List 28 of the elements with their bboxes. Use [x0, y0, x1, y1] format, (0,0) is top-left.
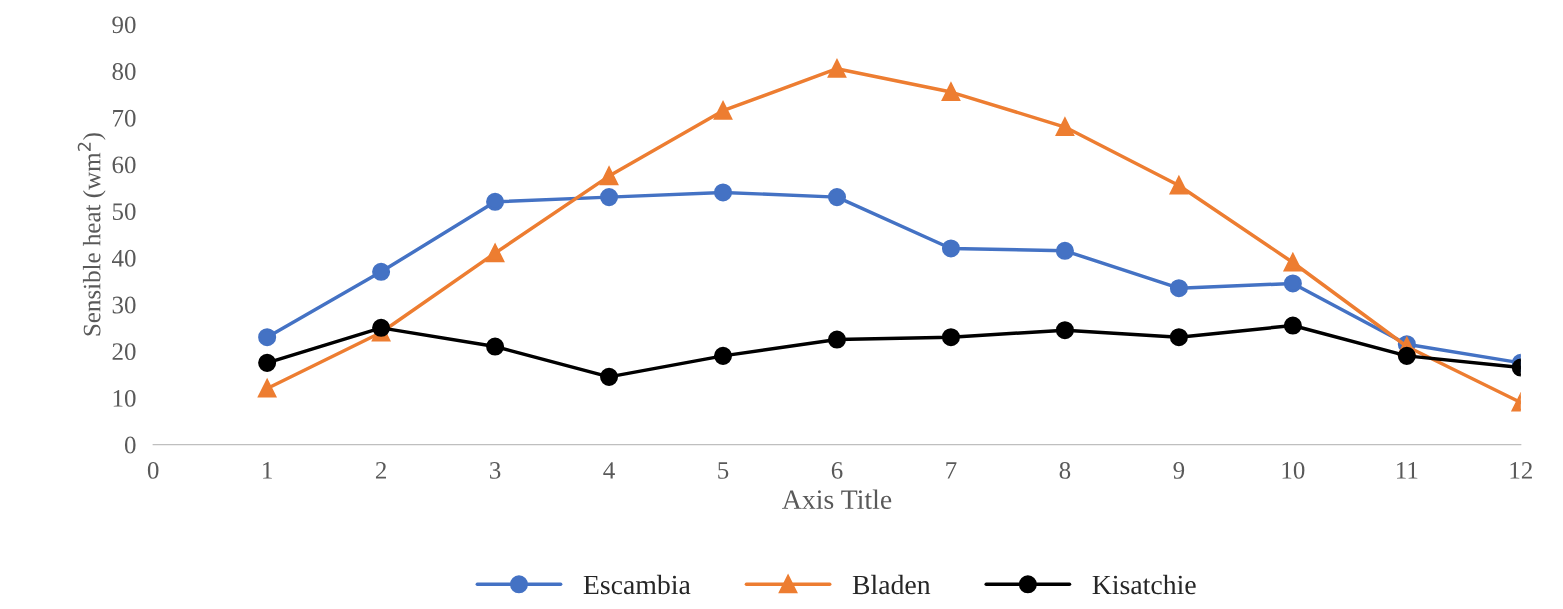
- x-tick-label: 9: [1173, 462, 1185, 479]
- x-tick-label: 7: [946, 462, 957, 479]
- y-tick-label: 90: [112, 16, 136, 34]
- y-tick-label: 70: [113, 109, 136, 127]
- y-tick-label: 30: [112, 296, 136, 314]
- y-axis-title: Sensible heat (wm$^{2}$): [77, 133, 106, 336]
- x-tick-label: 11: [1397, 462, 1418, 479]
- legend-label: Bladen: [852, 574, 931, 595]
- y-tick-label: 50: [112, 203, 136, 221]
- x-tick-label: 12: [1510, 462, 1532, 479]
- x-tick-label: 3: [490, 462, 501, 479]
- x-axis-title: Axis Title: [782, 489, 892, 510]
- y-tick-label: 40: [112, 249, 136, 267]
- legend-label: Kisatchie: [1092, 574, 1196, 595]
- x-tick-label: 0: [147, 461, 159, 479]
- x-tick-label: 6: [831, 462, 843, 479]
- y-tick-label: 10: [113, 389, 136, 407]
- x-tick-label: 4: [603, 462, 615, 479]
- x-tick-label: 1: [263, 462, 272, 479]
- y-tick-label: 20: [112, 343, 136, 361]
- y-tick-label: 80: [112, 63, 136, 80]
- legend-label: Escambia: [583, 574, 691, 595]
- x-tick-label: 10: [1282, 461, 1305, 479]
- x-tick-label: 8: [1059, 461, 1071, 479]
- y-tick-label: 0: [124, 436, 136, 454]
- x-tick-label: 5: [718, 462, 729, 479]
- x-tick-label: 2: [375, 462, 386, 479]
- y-tick-label: 60: [112, 156, 136, 174]
